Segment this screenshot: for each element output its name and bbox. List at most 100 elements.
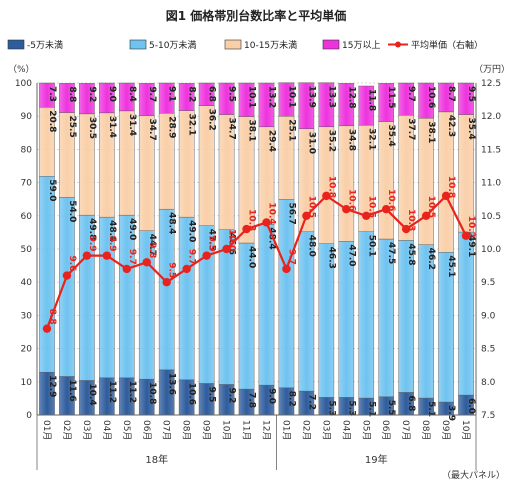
line-value-label: 10.5 [306,196,316,218]
segment-value-label: 45.1 [446,255,456,277]
bar-segment [278,82,295,117]
line-value-label: 10.6 [346,189,356,211]
year-label: 19年 [365,453,388,466]
month-label: 06月 [141,420,152,440]
month-label: 10月 [460,420,471,440]
average-price-polyline [45,194,468,330]
line-value-label: 9.7 [127,249,137,265]
line-value-label: 10.2 [466,216,476,238]
segment-value-label: 42.3 [446,115,456,137]
segment-value-label: 5.1 [366,401,376,417]
bar-segment [59,83,75,113]
bar-segment [99,82,115,114]
line-point [421,211,431,220]
month-label: 11月 [241,420,252,440]
bar-segment [398,82,414,116]
line-point [322,191,331,201]
segment-labels: 12.9 59.0 20.8 7.3 11.6 54.0 25.5 8.8 10.4 49.8 30… [47,86,476,421]
segment-value-label: 9.0 [266,388,276,404]
segment-value-label: 13.6 [167,373,177,395]
line-point [401,224,411,234]
line-value-label: 10.5 [366,196,376,218]
legend-swatch [322,39,340,50]
left-tick-label: 50 [21,245,33,255]
left-tick-label: 100 [15,79,32,89]
legend-swatch [7,39,25,50]
bar-segment [378,83,395,122]
segment-value-label: 49.8 [87,218,97,240]
bar-segment [79,83,95,115]
segment-value-label: 8.8 [67,86,77,102]
segment-value-label: 31.4 [127,114,137,136]
right-tick-label: 10.0 [481,245,501,255]
line-value-label: 9.7 [187,249,197,265]
legend-label: 15万以上 [342,40,380,51]
line-point [82,251,92,260]
month-label: 04月 [340,420,351,440]
segment-value-label: 5.3 [346,400,356,416]
right-tick-label: 12.0 [481,112,501,122]
segment-value-label: 9.1 [167,86,177,102]
month-label: 06月 [380,420,391,440]
segment-value-label: 44.7 [147,234,157,256]
line-point [302,211,311,220]
segment-value-label: 32.1 [366,128,376,150]
segment-value-label: 20.8 [47,110,57,132]
segment-value-label: 25.1 [286,119,296,141]
line-point [461,231,471,240]
left-tick-label: 70 [21,179,33,189]
legend-label: -5万未満 [27,39,63,51]
segment-value-label: 11.2 [107,381,117,403]
line-point [182,264,191,274]
bar-segment [458,82,474,115]
segment-value-label: 5.5 [386,400,396,416]
segment-value-label: 34.7 [227,118,237,140]
segment-value-label: 35.2 [326,130,336,152]
month-label: 07月 [400,420,411,440]
line-point [362,211,371,220]
line-point [441,191,451,201]
line-point [262,218,271,227]
line-point [162,278,171,287]
bar-segment [318,82,335,128]
segment-value-label: 10.8 [147,382,157,404]
right-tick-label: 8.5 [481,345,495,355]
axes: 0 10 20 30 40 50 60 70 80 90 100 7.5 8.0 8.5 9.0 9.5 10.… [15,79,502,421]
segment-value-label: 10.1 [286,86,296,108]
bar-segment [138,83,155,116]
legend-label: 10-15万未満 [244,39,297,51]
segment-value-label: 36.2 [207,109,217,131]
bar-segment [338,83,355,127]
bar-segment [178,83,195,111]
segment-value-label: 9.0 [107,86,117,102]
month-label: 09月 [440,420,451,440]
segment-value-label: 8.7 [446,86,456,102]
segment-value-label: 45.8 [406,243,416,265]
segment-value-label: 10.1 [247,86,257,108]
segment-value-label: 12.8 [346,86,356,108]
segment-value-label: 28.9 [167,116,177,138]
segment-value-label: 9.5 [466,86,476,102]
segment-value-label: 13.9 [306,86,316,108]
line-point [382,204,391,214]
right-tick-label: 9.5 [481,278,495,288]
footnote: （最大パネル） [442,469,505,481]
left-tick-label: 30 [21,311,33,321]
bar-segment [438,82,454,113]
segment-value-label: 10.4 [87,383,97,405]
line-value-label: 10.3 [247,209,257,231]
segment-value-label: 9.7 [406,86,416,102]
segment-value-label: 46.3 [326,247,336,269]
segment-value-label: 5.1 [426,401,436,417]
legend: -5万未満 5-10万未満 10-15万未満 15万以上 平均単価（右軸） [7,39,483,51]
line-value-label: 10.4 [266,202,276,224]
x-axis-labels: 01月 02月 03月 04月 05月 06月 07月 08月 09月 10月 11月 12月 01月 0… [36,415,477,470]
year-label: 18年 [145,453,168,466]
bar-segment [218,82,235,115]
segment-value-label: 38.1 [426,121,436,143]
chart-title: 図1 価格帯別台数比率と平均単価 [166,8,347,23]
line-value-label: 8.8 [47,309,57,325]
segment-value-label: 9.5 [227,86,237,102]
month-label: 08月 [181,420,192,440]
